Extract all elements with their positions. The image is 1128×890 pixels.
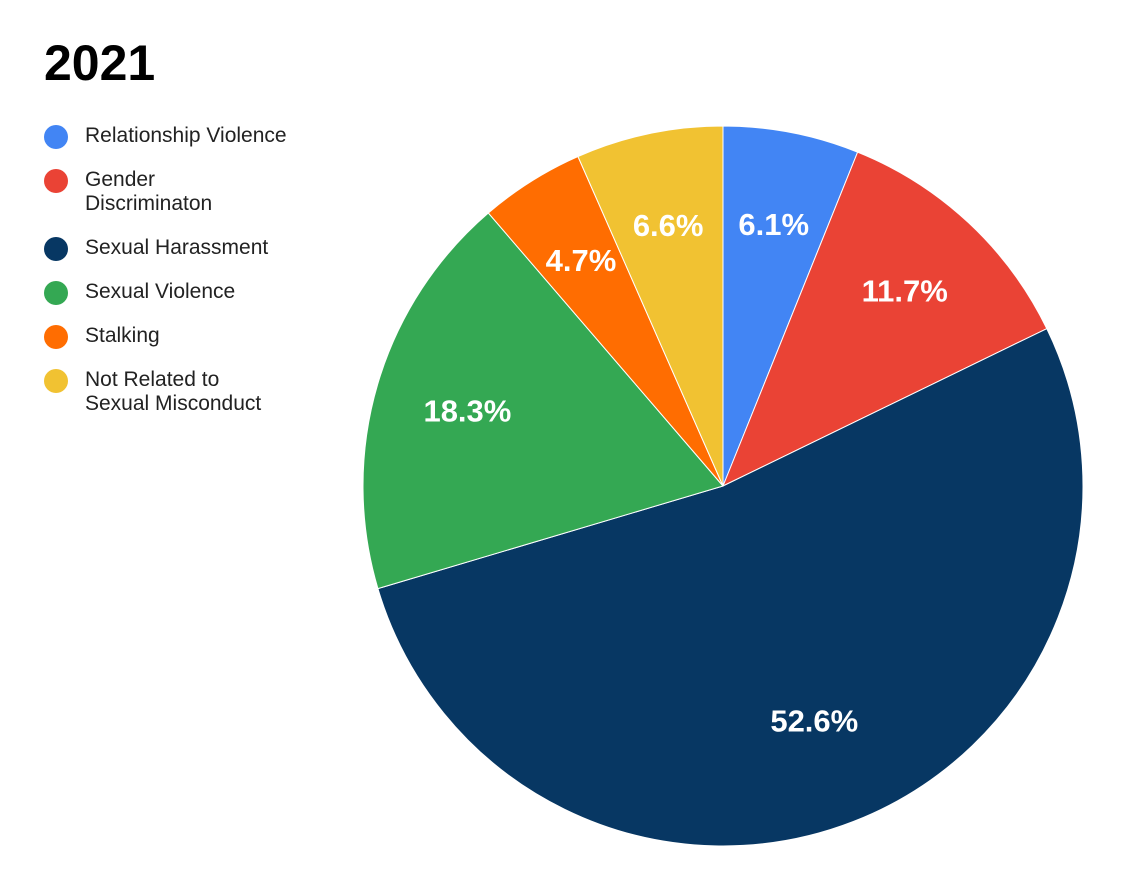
legend-swatch-icon — [44, 237, 68, 261]
pie-slice-label-1: 11.7% — [862, 274, 948, 309]
pie-slice-label-4: 4.7% — [546, 243, 617, 278]
legend-label: Stalking — [85, 324, 160, 347]
pie-slice-3 — [362, 212, 724, 590]
legend-item-4: Stalking — [44, 324, 334, 349]
legend-item-5: Not Related to Sexual Misconduct — [44, 368, 334, 416]
pie-slice-label-2: 52.6% — [770, 703, 858, 738]
legend-label: Relationship Violence — [85, 124, 287, 147]
pie-slice-label-0: 6.1% — [738, 207, 809, 242]
legend-label: Sexual Harassment — [85, 236, 269, 259]
pie-slice-label-5: 6.6% — [633, 208, 704, 243]
legend-item-0: Relationship Violence — [44, 124, 334, 149]
legend-swatch-icon — [44, 325, 68, 349]
pie-slice-5 — [577, 125, 724, 487]
legend-label: Gender Discriminaton — [85, 168, 213, 215]
pie-slice-label-3: 18.3% — [423, 393, 511, 428]
legend-swatch-icon — [44, 125, 68, 149]
legend-label: Sexual Violence — [85, 280, 236, 303]
pie-slice-labels: 6.1% 11.7% 52.6% 18.3% 4.7% 6.6% — [423, 207, 947, 738]
legend-label: Not Related to Sexual Misconduct — [85, 368, 262, 415]
legend-swatch-icon — [44, 369, 68, 393]
pie-slice-1 — [722, 151, 1048, 488]
legend-swatch-icon — [44, 169, 68, 193]
legend-item-3: Sexual Violence — [44, 280, 334, 305]
pie-slices — [362, 125, 1084, 847]
chart-title: 2021 — [44, 35, 156, 91]
legend-item-2: Sexual Harassment — [44, 236, 334, 261]
pie-slice-2 — [377, 327, 1084, 847]
pie-slice-0 — [722, 125, 859, 487]
legend-item-1: Gender Discriminaton — [44, 168, 334, 216]
legend-swatch-icon — [44, 281, 68, 305]
chart-legend: Relationship Violence Gender Discriminato… — [44, 124, 334, 436]
